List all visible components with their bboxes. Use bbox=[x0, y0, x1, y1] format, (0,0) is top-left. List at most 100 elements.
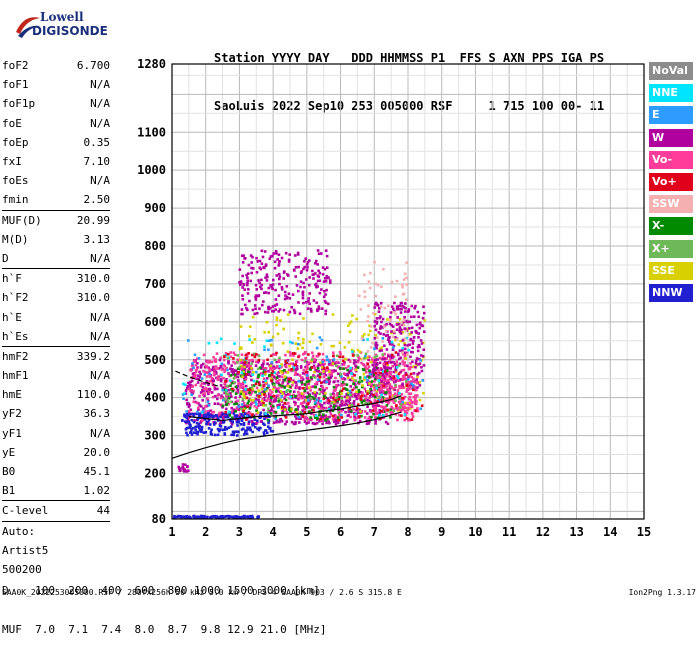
data-point bbox=[302, 301, 305, 305]
data-point bbox=[398, 400, 402, 404]
data-point bbox=[226, 397, 230, 401]
data-point bbox=[343, 387, 347, 390]
data-point bbox=[269, 393, 272, 396]
data-point bbox=[328, 415, 331, 419]
data-point bbox=[280, 365, 283, 369]
data-point bbox=[219, 421, 223, 425]
data-point bbox=[256, 427, 259, 431]
data-point bbox=[265, 339, 269, 343]
data-point bbox=[185, 421, 188, 425]
data-point bbox=[303, 395, 306, 399]
data-point bbox=[389, 315, 392, 319]
data-point bbox=[196, 374, 200, 377]
data-point bbox=[401, 283, 404, 286]
data-point bbox=[387, 371, 391, 375]
data-point bbox=[270, 403, 273, 407]
data-point bbox=[377, 398, 380, 402]
data-point bbox=[205, 422, 208, 426]
data-point bbox=[319, 399, 322, 403]
parameter-panel: foF2 6.700 foF1 N/A foF1p N/A foE N/A foEp 0.35 fx… bbox=[2, 56, 110, 579]
data-point bbox=[377, 331, 381, 334]
data-point bbox=[241, 261, 245, 264]
logo-swoosh-icon bbox=[16, 17, 40, 38]
data-point bbox=[271, 287, 274, 291]
data-point bbox=[328, 406, 331, 410]
data-point bbox=[324, 312, 327, 316]
data-point bbox=[219, 374, 223, 378]
param-value: N/A bbox=[90, 369, 110, 383]
data-point bbox=[325, 274, 329, 278]
data-point bbox=[369, 325, 373, 328]
param-separator bbox=[2, 268, 110, 270]
data-point bbox=[294, 386, 298, 390]
data-point bbox=[235, 434, 239, 437]
data-point bbox=[280, 371, 284, 374]
data-point bbox=[281, 410, 285, 413]
data-point bbox=[255, 370, 258, 374]
data-point bbox=[373, 312, 377, 316]
data-point bbox=[398, 326, 402, 329]
data-point bbox=[402, 386, 405, 389]
data-point bbox=[402, 405, 406, 409]
data-point bbox=[356, 366, 360, 369]
data-point bbox=[181, 418, 184, 422]
data-point bbox=[210, 360, 213, 364]
data-point bbox=[344, 402, 348, 405]
data-point bbox=[396, 393, 400, 397]
data-point bbox=[340, 384, 343, 387]
data-point bbox=[255, 386, 259, 390]
data-point bbox=[383, 344, 386, 348]
data-point bbox=[336, 394, 339, 397]
data-point bbox=[408, 332, 412, 336]
data-point bbox=[270, 309, 274, 313]
data-point bbox=[366, 338, 369, 341]
data-point bbox=[408, 407, 412, 410]
data-point bbox=[402, 319, 406, 322]
param-value: N/A bbox=[90, 426, 110, 440]
data-point bbox=[302, 317, 305, 320]
data-point bbox=[280, 375, 284, 379]
data-point bbox=[262, 367, 266, 370]
data-point bbox=[261, 392, 264, 396]
data-point bbox=[265, 416, 268, 419]
data-point bbox=[216, 376, 219, 379]
data-point bbox=[192, 420, 196, 424]
data-point bbox=[366, 379, 369, 382]
data-point bbox=[328, 359, 332, 362]
data-point bbox=[315, 301, 318, 305]
data-point bbox=[398, 378, 402, 382]
data-point bbox=[242, 394, 246, 397]
data-point bbox=[409, 362, 412, 365]
data-point bbox=[350, 403, 354, 407]
data-point bbox=[294, 415, 297, 418]
data-point bbox=[196, 357, 199, 360]
data-point bbox=[408, 343, 411, 347]
data-point bbox=[294, 363, 298, 366]
data-point bbox=[217, 414, 221, 418]
data-point bbox=[331, 409, 335, 413]
param-label: fmin bbox=[2, 193, 29, 207]
data-point bbox=[275, 323, 278, 327]
data-point bbox=[287, 368, 291, 372]
data-point bbox=[186, 469, 190, 472]
data-point bbox=[308, 367, 312, 371]
data-point bbox=[249, 364, 252, 368]
data-point bbox=[378, 408, 381, 412]
data-point bbox=[242, 423, 246, 427]
data-point bbox=[206, 399, 210, 402]
data-point bbox=[420, 342, 424, 345]
data-point bbox=[302, 338, 305, 341]
data-point bbox=[271, 335, 275, 339]
data-point bbox=[318, 392, 321, 396]
data-point bbox=[337, 409, 340, 413]
data-point bbox=[250, 362, 254, 365]
data-point bbox=[278, 357, 281, 361]
data-point bbox=[398, 391, 401, 395]
data-point bbox=[199, 372, 202, 376]
data-point bbox=[223, 358, 226, 362]
data-point bbox=[409, 372, 413, 376]
data-point bbox=[227, 360, 230, 363]
data-point bbox=[365, 367, 369, 371]
data-point bbox=[246, 308, 249, 312]
data-point bbox=[401, 323, 404, 327]
